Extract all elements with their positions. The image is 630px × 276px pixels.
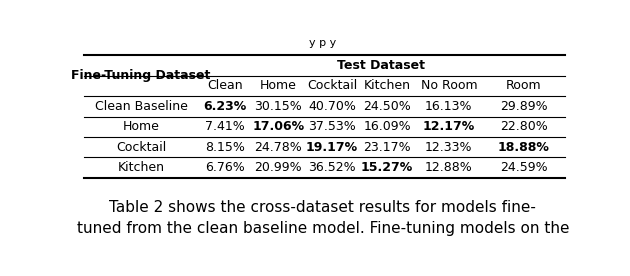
Text: Room: Room: [506, 79, 542, 92]
Text: 24.78%: 24.78%: [255, 140, 302, 153]
Text: Clean: Clean: [207, 79, 243, 92]
Text: 37.53%: 37.53%: [308, 120, 356, 133]
Text: Test Dataset: Test Dataset: [338, 59, 425, 72]
Text: 6.76%: 6.76%: [205, 161, 245, 174]
Text: 22.80%: 22.80%: [500, 120, 547, 133]
Text: Table 2 shows the cross-dataset results for models fine-
tuned from the clean ba: Table 2 shows the cross-dataset results …: [77, 200, 569, 236]
Text: 8.15%: 8.15%: [205, 140, 245, 153]
Text: Cocktail: Cocktail: [307, 79, 357, 92]
Text: 12.33%: 12.33%: [425, 140, 472, 153]
Text: 16.09%: 16.09%: [364, 120, 411, 133]
Text: 6.23%: 6.23%: [203, 100, 247, 113]
Text: Home: Home: [260, 79, 297, 92]
Text: Cocktail: Cocktail: [116, 140, 166, 153]
Text: Kitchen: Kitchen: [364, 79, 411, 92]
Text: 17.06%: 17.06%: [252, 120, 304, 133]
Text: No Room: No Room: [421, 79, 477, 92]
Text: 15.27%: 15.27%: [361, 161, 413, 174]
Text: 30.15%: 30.15%: [255, 100, 302, 113]
Text: 18.88%: 18.88%: [498, 140, 550, 153]
Text: 23.17%: 23.17%: [364, 140, 411, 153]
Text: y p y: y p y: [309, 38, 336, 48]
Text: 20.99%: 20.99%: [255, 161, 302, 174]
Text: 7.41%: 7.41%: [205, 120, 245, 133]
Text: 40.70%: 40.70%: [308, 100, 356, 113]
Text: 12.88%: 12.88%: [425, 161, 472, 174]
Text: Fine-Tuning Dataset: Fine-Tuning Dataset: [71, 69, 210, 82]
Text: Clean Baseline: Clean Baseline: [94, 100, 188, 113]
Text: 12.17%: 12.17%: [423, 120, 475, 133]
Text: 36.52%: 36.52%: [308, 161, 356, 174]
Text: Kitchen: Kitchen: [118, 161, 164, 174]
Text: Home: Home: [123, 120, 159, 133]
Text: 24.50%: 24.50%: [364, 100, 411, 113]
Text: 24.59%: 24.59%: [500, 161, 547, 174]
Text: 16.13%: 16.13%: [425, 100, 472, 113]
Text: 29.89%: 29.89%: [500, 100, 547, 113]
Text: 19.17%: 19.17%: [306, 140, 358, 153]
